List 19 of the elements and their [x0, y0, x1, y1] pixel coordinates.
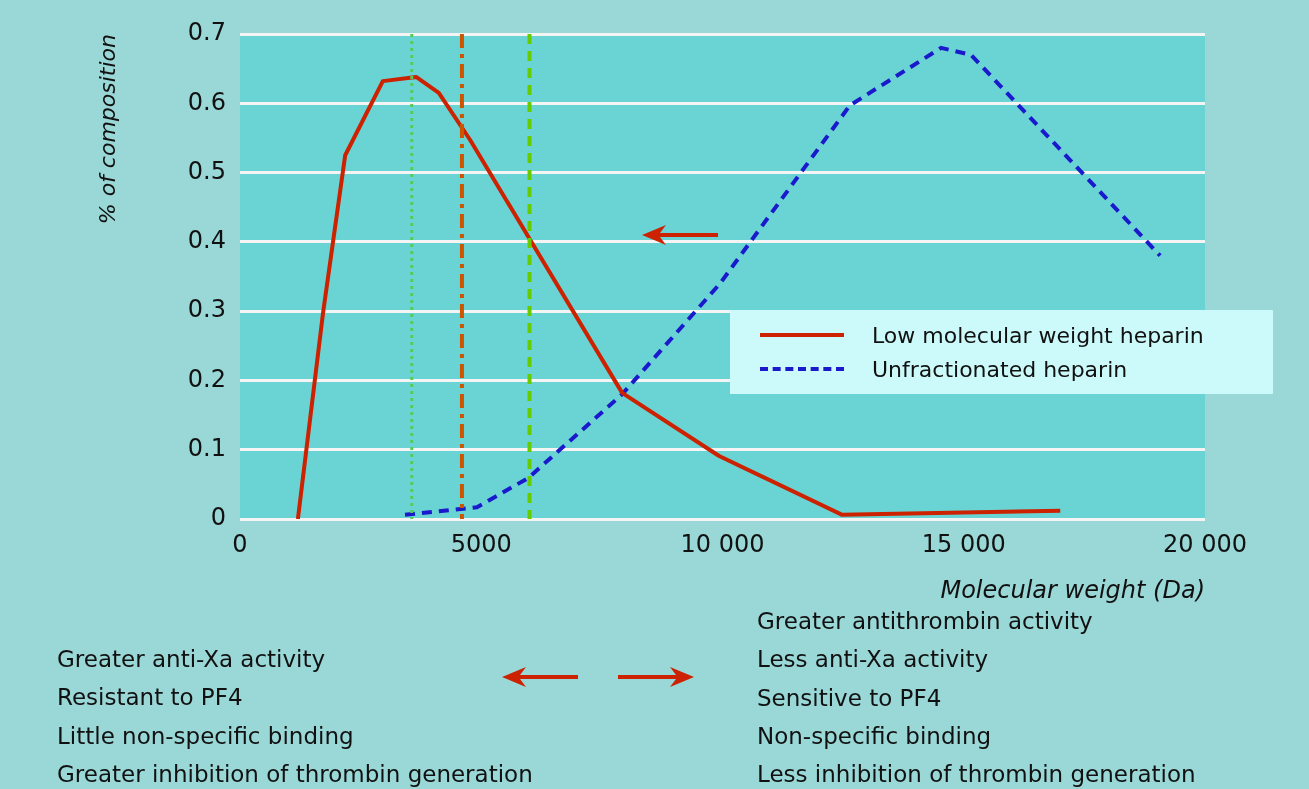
- y-tick-label: 0.4: [187, 226, 226, 255]
- y-tick-label: 0.3: [187, 295, 226, 324]
- y-tick-label: 0.6: [187, 87, 226, 116]
- x-tick-label: 0: [232, 529, 248, 558]
- legend-label: Low molecular weight heparin: [872, 322, 1204, 348]
- text: Greater anti-Xa activity Resistant to PF4 Little non-specific binding Greater inhibition of thrombin generation: [57, 645, 533, 789]
- x-tick-label: 10 000: [680, 529, 765, 558]
- x-tick-label: 20 000: [1163, 529, 1247, 558]
- y-tick-label: 0: [210, 503, 226, 532]
- x-axis-title: Molecular weight (Da): [940, 575, 1205, 604]
- text: Greater antithrombin activity Less anti-Xa activity Sensitive to PF4 Non-specific binding Less inhibition of thrombin generation: [757, 607, 1196, 789]
- x-tick-label: 15 000: [921, 529, 1006, 558]
- y-tick-label: 0.1: [187, 433, 226, 462]
- legend-label: Unfractionated heparin: [872, 356, 1128, 382]
- y-tick-label: 0.5: [187, 156, 226, 185]
- y-tick-label: 0.2: [187, 364, 226, 393]
- y-axis-title: % of composition: [94, 34, 120, 225]
- x-tick-label: 5000: [450, 529, 512, 558]
- y-tick-label: 0.7: [187, 18, 226, 47]
